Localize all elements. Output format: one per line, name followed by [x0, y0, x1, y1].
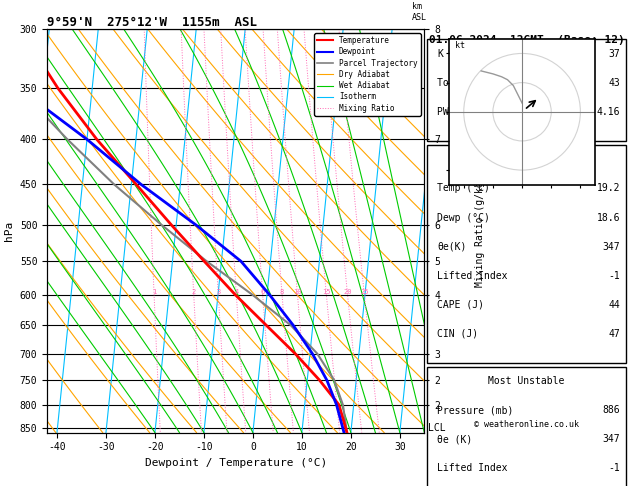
Text: LCL: LCL	[428, 423, 446, 433]
Bar	[427, 145, 626, 363]
Text: 25: 25	[360, 289, 369, 295]
Legend: Temperature, Dewpoint, Parcel Trajectory, Dry Adiabat, Wet Adiabat, Isotherm, Mi: Temperature, Dewpoint, Parcel Trajectory…	[314, 33, 421, 116]
Text: K: K	[437, 49, 443, 59]
Text: 20: 20	[343, 289, 352, 295]
Text: Pressure (mb): Pressure (mb)	[437, 405, 513, 416]
Text: 3: 3	[216, 289, 220, 295]
Bar	[427, 367, 626, 486]
Text: 15: 15	[322, 289, 331, 295]
Text: 43: 43	[608, 78, 620, 88]
Text: -1: -1	[608, 464, 620, 473]
Text: 1: 1	[152, 289, 156, 295]
Text: 886: 886	[603, 405, 620, 416]
Text: Totals Totals: Totals Totals	[437, 78, 513, 88]
Text: 6: 6	[260, 289, 265, 295]
Text: 8: 8	[280, 289, 284, 295]
Text: 18.6: 18.6	[596, 212, 620, 223]
Text: 2: 2	[192, 289, 196, 295]
Text: Most Unstable: Most Unstable	[488, 376, 565, 386]
Text: 19.2: 19.2	[596, 184, 620, 193]
Text: Temp (°C): Temp (°C)	[437, 184, 490, 193]
Text: Surface: Surface	[506, 155, 547, 164]
Text: 4: 4	[234, 289, 238, 295]
Text: 37: 37	[608, 49, 620, 59]
Text: 4.16: 4.16	[596, 107, 620, 117]
Text: 10: 10	[293, 289, 302, 295]
Text: 9°59'N  275°12'W  1155m  ASL: 9°59'N 275°12'W 1155m ASL	[47, 16, 257, 29]
Y-axis label: hPa: hPa	[4, 221, 14, 241]
Text: CAPE (J): CAPE (J)	[437, 300, 484, 310]
Text: θe(K): θe(K)	[437, 242, 467, 252]
Text: Dewp (°C): Dewp (°C)	[437, 212, 490, 223]
Text: Lifted Index: Lifted Index	[437, 464, 508, 473]
Y-axis label: Mixing Ratio (g/kg): Mixing Ratio (g/kg)	[475, 175, 484, 287]
Text: Lifted Index: Lifted Index	[437, 271, 508, 280]
Text: 01.06.2024  12GMT  (Base: 12): 01.06.2024 12GMT (Base: 12)	[428, 35, 625, 45]
Text: θe (K): θe (K)	[437, 434, 472, 444]
Text: CIN (J): CIN (J)	[437, 329, 478, 339]
Text: km
ASL: km ASL	[412, 2, 427, 22]
X-axis label: Dewpoint / Temperature (°C): Dewpoint / Temperature (°C)	[145, 458, 327, 468]
Text: PW (cm): PW (cm)	[437, 107, 478, 117]
Text: 44: 44	[608, 300, 620, 310]
Text: kt: kt	[455, 41, 465, 50]
Text: 347: 347	[603, 242, 620, 252]
Text: © weatheronline.co.uk: © weatheronline.co.uk	[474, 419, 579, 429]
Text: 47: 47	[608, 329, 620, 339]
Text: 347: 347	[603, 434, 620, 444]
Text: -1: -1	[608, 271, 620, 280]
Bar	[427, 39, 626, 141]
